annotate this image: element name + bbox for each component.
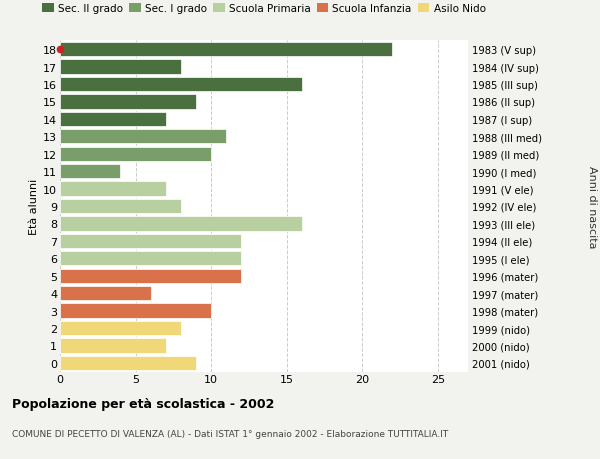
Bar [60, 165, 121, 179]
Bar [60, 217, 302, 231]
Text: COMUNE DI PECETTO DI VALENZA (AL) - Dati ISTAT 1° gennaio 2002 - Elaborazione TU: COMUNE DI PECETTO DI VALENZA (AL) - Dati… [12, 429, 448, 438]
Legend: Sec. II grado, Sec. I grado, Scuola Primaria, Scuola Infanzia, Asilo Nido: Sec. II grado, Sec. I grado, Scuola Prim… [40, 2, 488, 16]
Bar [60, 339, 166, 353]
Bar [60, 78, 302, 92]
Bar [60, 286, 151, 301]
Y-axis label: Età alunni: Età alunni [29, 179, 39, 235]
Text: Anni di nascita: Anni di nascita [587, 165, 597, 248]
Bar [60, 43, 392, 57]
Bar [60, 182, 166, 196]
Bar [60, 356, 196, 370]
Bar [60, 95, 196, 109]
Bar [60, 60, 181, 74]
Bar [60, 252, 241, 266]
Bar [60, 147, 211, 162]
Bar [60, 234, 241, 248]
Bar [60, 321, 181, 336]
Bar [60, 199, 181, 214]
Text: Popolazione per età scolastica - 2002: Popolazione per età scolastica - 2002 [12, 397, 274, 410]
Bar [60, 269, 241, 283]
Bar [60, 304, 211, 318]
Bar [60, 112, 166, 127]
Bar [60, 130, 226, 144]
